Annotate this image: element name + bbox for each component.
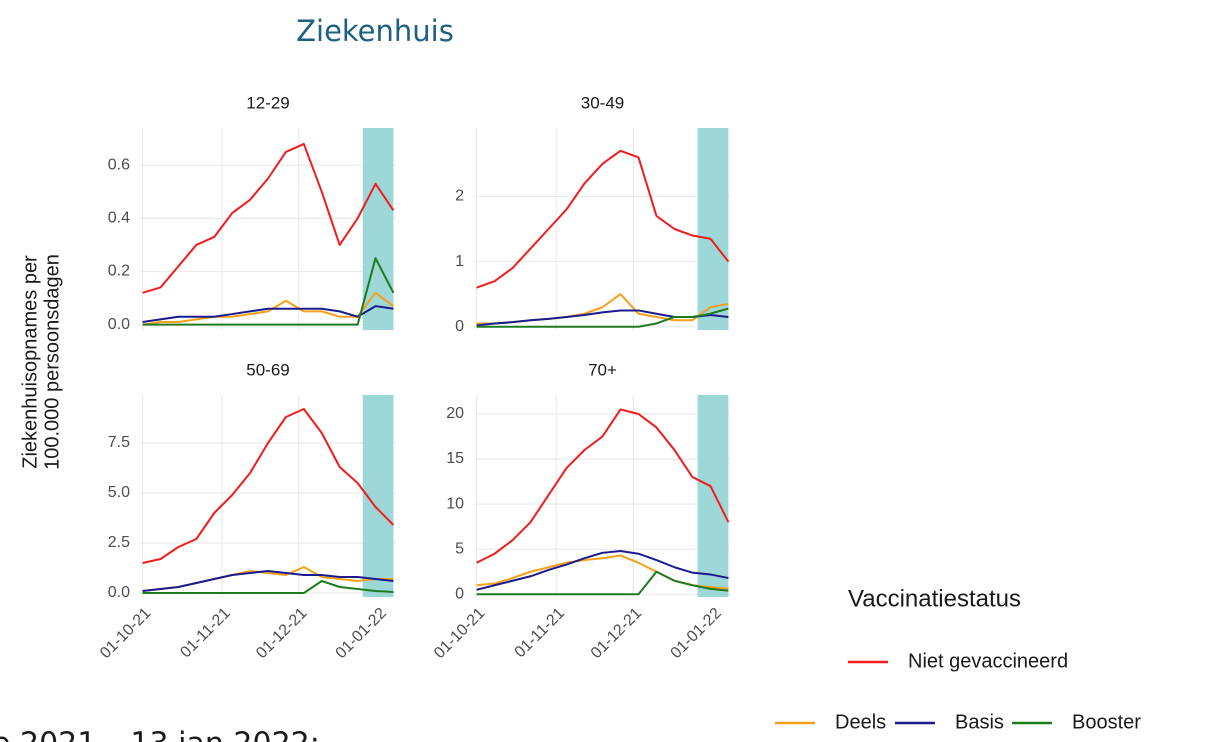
panel-title: 50-69 — [246, 360, 289, 379]
legend-label: Basis — [955, 711, 1004, 733]
highlight-band — [697, 395, 729, 597]
series-line — [142, 257, 395, 326]
panel-title: 70+ — [588, 360, 617, 379]
series-line — [142, 142, 395, 294]
y-tick-label: 10 — [446, 495, 464, 512]
legend-label: Booster — [1072, 711, 1141, 733]
x-tick-label: 01-01-22 — [668, 605, 725, 662]
x-tick-label: 01-11-21 — [512, 605, 569, 662]
y-tick-label: 20 — [446, 405, 464, 422]
legend-title: Vaccinatiestatus — [848, 585, 1021, 612]
legend-label: Niet gevaccineerd — [908, 650, 1068, 672]
x-tick-label: 01-12-21 — [588, 605, 645, 662]
series-line — [476, 149, 730, 289]
highlight-band — [697, 128, 729, 330]
highlight-band — [362, 128, 394, 330]
y-tick-label: 2 — [455, 188, 464, 205]
y-tick-label: 0 — [455, 318, 464, 335]
y-tick-label: 0.0 — [108, 584, 130, 601]
x-tick-label: 01-11-21 — [177, 605, 234, 662]
footer-text: e 2021 – 13 jan 2022: — [0, 727, 320, 742]
y-tick-label: 0.2 — [108, 263, 130, 280]
y-tick-label: 0.4 — [108, 210, 130, 227]
series-line — [142, 408, 395, 564]
y-tick-label: 7.5 — [108, 434, 130, 451]
y-axis-title: Ziekenhuisopnames per 100.000 persoonsda… — [19, 254, 63, 470]
y-tick-label: 0.6 — [108, 156, 130, 173]
series-line — [142, 580, 394, 594]
panel-title: 12-29 — [246, 93, 289, 112]
legend-label: Deels — [835, 711, 886, 733]
chart-title: Ziekenhuis — [296, 14, 454, 48]
x-tick-label: 01-01-22 — [333, 605, 390, 662]
y-tick-label: 1 — [455, 253, 464, 270]
y-axis-title-line: 100.000 persoonsdagen — [41, 254, 63, 470]
series-line — [476, 570, 729, 596]
series-line — [476, 293, 729, 325]
y-tick-label: 5 — [455, 540, 464, 557]
y-tick-label: 0.0 — [108, 316, 130, 333]
series-line — [476, 408, 730, 564]
y-tick-label: 0 — [455, 586, 464, 603]
y-tick-label: 5.0 — [108, 484, 130, 501]
series-line — [142, 291, 395, 326]
y-axis-title-line: Ziekenhuisopnames per — [19, 255, 41, 469]
y-tick-label: 15 — [446, 450, 464, 467]
series-line — [142, 570, 394, 592]
x-tick-label: 01-12-21 — [253, 605, 310, 662]
series-line — [476, 307, 729, 328]
x-tick-label: 01-10-21 — [431, 605, 488, 662]
x-tick-label: 01-10-21 — [97, 605, 154, 662]
series-line — [476, 550, 729, 591]
panel-title: 30-49 — [581, 93, 624, 112]
series-line — [142, 305, 394, 324]
y-tick-label: 2.5 — [108, 534, 130, 551]
